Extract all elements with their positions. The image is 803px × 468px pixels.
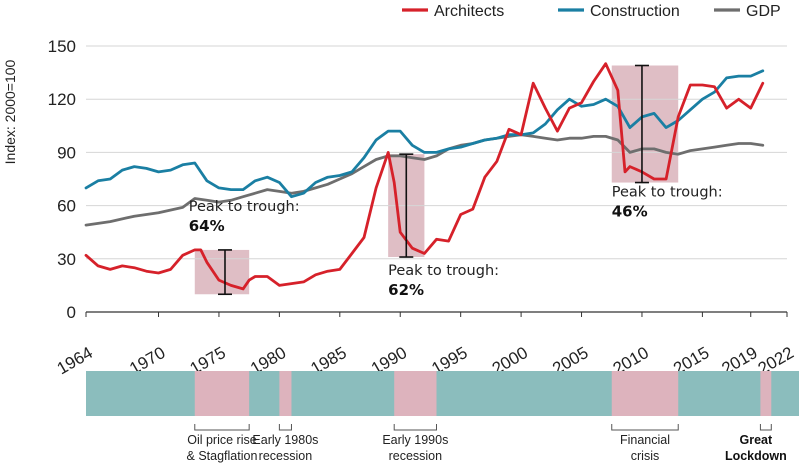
- y-axis-label: Index: 2000=100: [2, 59, 18, 164]
- y-tick-labels: 0 30 60 90 120 150: [48, 37, 76, 322]
- timeline-recession-4: [611, 371, 679, 416]
- timeline-label-line2-5: Lockdown: [725, 449, 787, 463]
- annotation-text-2: Peak to trough:: [388, 263, 499, 279]
- timeline-label-line1-4: Financial: [620, 433, 670, 447]
- timeline-label-line2-1: & Stagflation: [187, 449, 258, 463]
- legend-label-gdp: GDP: [746, 3, 781, 20]
- peak-trough-bars: [217, 64, 649, 296]
- legend: Architects Construction GDP: [402, 3, 781, 20]
- timeline-label-line1-1: Oil price rise: [187, 433, 257, 447]
- y-tick-label-60: 60: [57, 197, 76, 216]
- recession-timeline: Oil price rise & Stagflation Early 1980s re…: [86, 371, 799, 463]
- timeline-label-line2-2: recession: [259, 449, 313, 463]
- timeline-recession-5: [760, 371, 772, 416]
- annotation-value-1: 64%: [189, 217, 225, 235]
- timeline-label-line1-3: Early 1990s: [382, 433, 448, 447]
- y-tick-label-120: 120: [48, 90, 76, 109]
- timeline-recession-3: [394, 371, 437, 416]
- timeline-label-line1-5: Great: [740, 433, 773, 447]
- legend-label-construction: Construction: [590, 3, 680, 20]
- timeline-bracket-2: [278, 424, 292, 431]
- y-tick-label-90: 90: [57, 143, 76, 162]
- timeline-label-line2-3: recession: [389, 449, 443, 463]
- timeline-label-line1-2: Early 1980s: [252, 433, 318, 447]
- timeline-bracket-4: [611, 424, 679, 431]
- annotation-text-1: Peak to trough:: [189, 199, 300, 215]
- timeline-label-line2-4: crisis: [631, 449, 659, 463]
- annotation-value-2: 62%: [388, 281, 424, 299]
- series-line-construction: [84, 69, 765, 199]
- annotations: Peak to trough: 64% Peak to trough: 62% Peak…: [189, 185, 723, 299]
- y-axis-label-group: Index: 2000=100: [2, 59, 18, 164]
- timeline-bracket-3: [393, 424, 437, 431]
- y-tick-label-0: 0: [67, 303, 76, 322]
- legend-label-architects: Architects: [434, 3, 504, 20]
- y-tick-label-30: 30: [57, 250, 76, 269]
- timeline-base-bar: [86, 371, 799, 416]
- timeline-recession-1: [194, 371, 250, 416]
- timeline-recession-2: [279, 371, 292, 416]
- y-tick-label-150: 150: [48, 37, 76, 56]
- timeline-bracket-5: [759, 424, 772, 431]
- x-tick-labels: 1964 1970 1975 1980 1985 1990 1995 2000 2005 2010…: [54, 312, 797, 378]
- annotation-value-3: 46%: [612, 203, 648, 221]
- timeline-bracket-1: [194, 424, 250, 431]
- annotation-text-3: Peak to trough:: [612, 185, 723, 201]
